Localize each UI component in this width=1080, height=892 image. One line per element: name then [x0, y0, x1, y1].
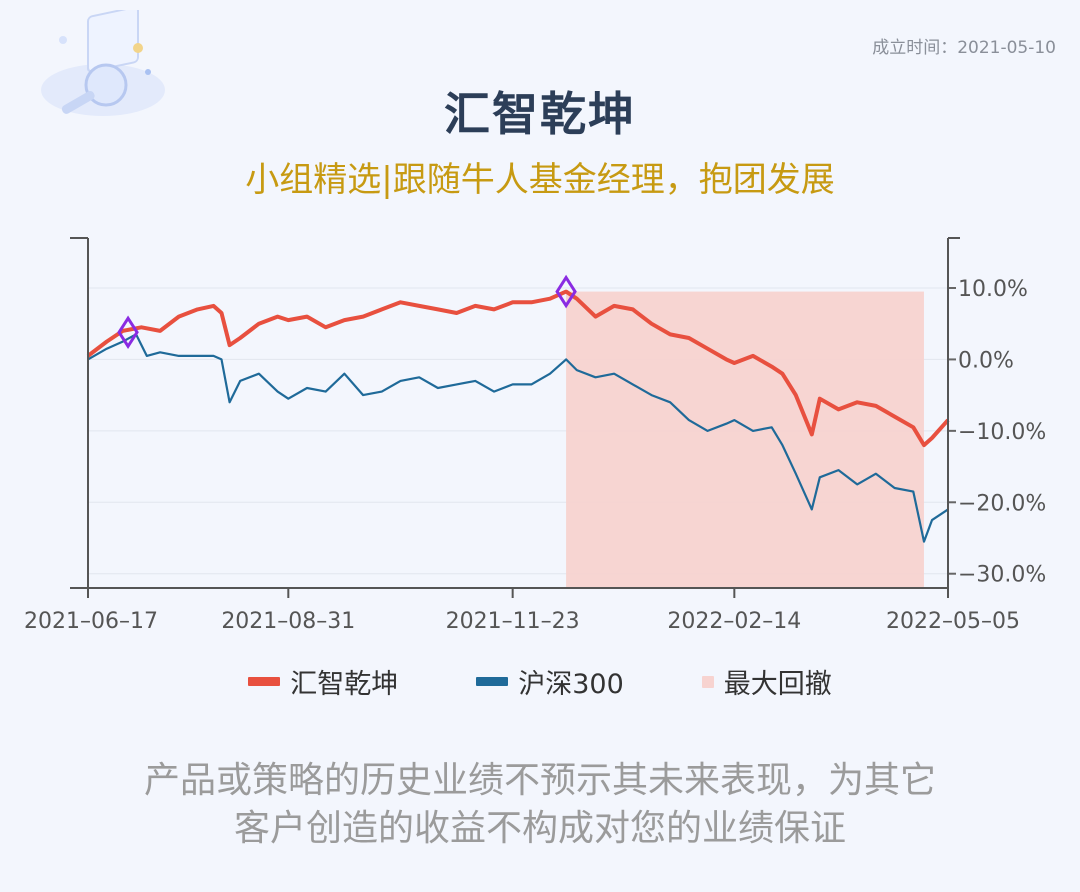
y-tick-label: −10.0%: [958, 420, 1046, 445]
legend-swatch-fund: [248, 677, 281, 686]
legend-label-drawdown: 最大回撤: [723, 669, 832, 700]
index-series-line: [87, 333, 949, 543]
disclaimer: 产品或策略的历史业绩不预示其未来表现，为其它 客户创造的收益不构成对您的业绩保证: [0, 757, 1080, 853]
drawdown-area: [566, 291, 924, 588]
y-tick-label: −30.0%: [958, 563, 1046, 588]
disclaimer-line-1: 产品或策略的历史业绩不预示其未来表现，为其它: [143, 760, 936, 801]
y-tick-label: −20.0%: [958, 491, 1046, 516]
chart-legend: 汇智乾坤 沪深300 最大回撤: [0, 662, 1080, 701]
x-tick-label: 2022–05–05: [886, 609, 1020, 634]
y-tick-label: 10.0%: [958, 277, 1028, 302]
legend-item-fund: 汇智乾坤: [248, 662, 398, 701]
legend-item-index: 沪深300: [476, 662, 624, 701]
performance-chart: 10.0% 0.0% −10.0% −20.0% −30.0% 2021–06–17 202…: [24, 237, 1046, 634]
fund-title: 汇智乾坤: [444, 87, 636, 141]
x-tick-label: 2021–08–31: [221, 609, 355, 634]
y-tick-label: 0.0%: [958, 348, 1014, 373]
legend-swatch-index: [476, 677, 509, 686]
legend-label-index: 沪深300: [518, 669, 624, 700]
x-tick-label: 2021–06–17: [24, 609, 158, 634]
drawdown-marker: [117, 315, 139, 350]
fund-subtitle: 小组精选|跟随牛人基金经理，抱团发展: [245, 160, 835, 200]
founded-date: 成立时间：2021-05-10: [872, 38, 1056, 58]
disclaimer-line-2: 客户创造的收益不构成对您的业绩保证: [233, 808, 846, 849]
legend-swatch-drawdown: [701, 675, 714, 688]
drawdown-marker: [555, 274, 577, 309]
legend-label-fund: 汇智乾坤: [290, 669, 399, 700]
x-tick-label: 2022–02–14: [667, 609, 801, 634]
x-tick-label: 2021–11–23: [446, 609, 580, 634]
legend-item-drawdown: 最大回撤: [701, 662, 832, 701]
magnifier-illustration-icon: [41, 10, 165, 116]
fund-series-line: [86, 289, 950, 448]
